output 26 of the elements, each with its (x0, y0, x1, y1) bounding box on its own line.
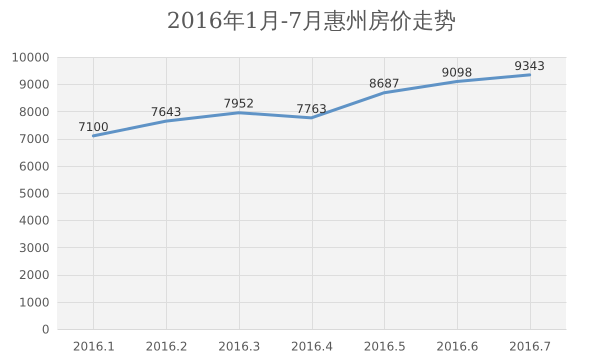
data-label: 9098 (442, 66, 472, 80)
y-tick-label: 8000 (18, 104, 50, 119)
y-tick-label: 4000 (18, 214, 50, 228)
y-tick-label: 9000 (18, 78, 50, 92)
y-tick-label: 10000 (11, 50, 50, 64)
x-tick-label: 2016.4 (291, 340, 333, 354)
data-label: 7100 (78, 120, 109, 134)
data-label: 7763 (296, 102, 327, 116)
data-label: 9343 (514, 58, 545, 73)
x-tick-label: 2016.7 (509, 340, 552, 354)
y-tick-label: 1000 (18, 295, 50, 310)
y-tick-label: 7000 (18, 132, 50, 146)
y-tick-label: 0 (42, 322, 50, 336)
data-label: 7643 (150, 105, 182, 120)
data-label: 8687 (368, 76, 400, 91)
y-tick-label: 6000 (18, 159, 50, 174)
x-tick-label: 2016.5 (364, 340, 406, 354)
y-tick-label: 5000 (18, 186, 50, 200)
y-tick-label: 2000 (18, 268, 50, 282)
x-tick-label: 2016.2 (146, 340, 188, 354)
chart-title: 2016年1月-7月惠州房价走势 (166, 9, 456, 34)
x-tick-label: 2016.1 (72, 340, 115, 354)
x-tick-label: 2016.3 (218, 340, 260, 354)
y-tick-label: 3000 (18, 240, 50, 255)
x-tick-label: 2016.6 (436, 340, 478, 354)
data-label: 7952 (224, 96, 254, 111)
